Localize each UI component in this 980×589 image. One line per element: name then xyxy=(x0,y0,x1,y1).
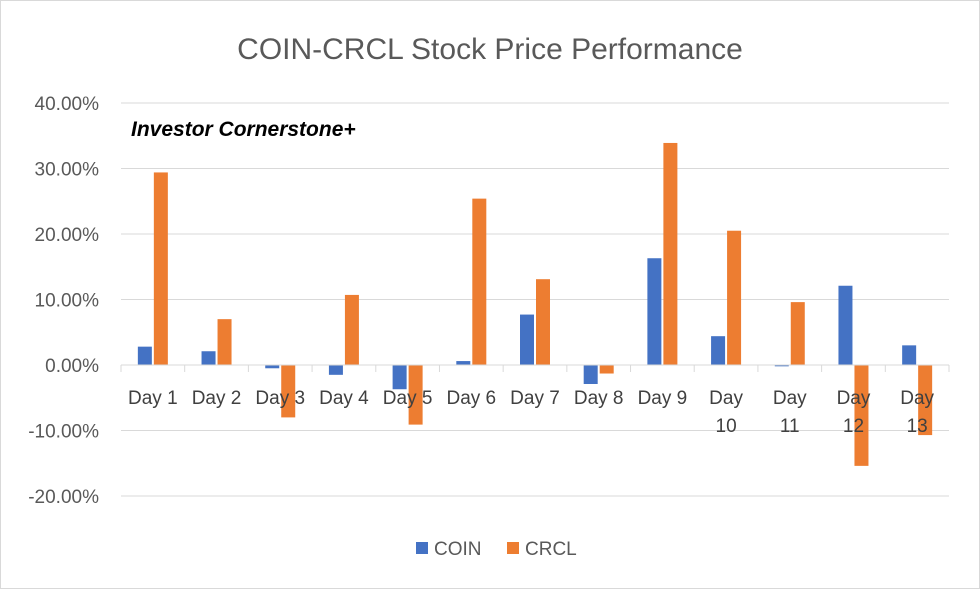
chart-title: COIN-CRCL Stock Price Performance xyxy=(237,33,743,66)
y-tick-label: 40.00% xyxy=(35,94,100,115)
bar-coin xyxy=(774,365,789,367)
y-tick-label: -10.00% xyxy=(28,422,99,443)
x-tick-label: Day 5 xyxy=(383,388,433,409)
y-tick-label: 10.00% xyxy=(35,291,100,312)
gridlines xyxy=(121,102,949,497)
bar-coin xyxy=(456,361,471,365)
bar-crcl xyxy=(790,302,805,365)
x-tick-label: Day 10 xyxy=(709,388,743,437)
bar-coin xyxy=(137,346,152,365)
bar-crcl xyxy=(408,365,423,425)
legend-label-coin: COIN xyxy=(434,539,482,560)
bars xyxy=(137,142,933,466)
x-tick-label: Day 8 xyxy=(574,388,624,409)
legend-swatch-coin xyxy=(416,542,428,554)
x-tick-label: Day 1 xyxy=(128,388,178,409)
bar-coin xyxy=(838,285,853,365)
y-tick-label: 20.00% xyxy=(35,225,100,246)
legend-swatch-crcl xyxy=(507,542,519,554)
bar-crcl xyxy=(217,319,232,365)
x-tick-label: Day 6 xyxy=(446,388,496,409)
bar-coin xyxy=(647,258,662,365)
bar-crcl xyxy=(281,365,296,418)
x-tick-label: Day 13 xyxy=(900,388,934,437)
x-tick-label: Day 7 xyxy=(510,388,560,409)
axes xyxy=(120,364,950,372)
bar-crcl xyxy=(536,279,550,365)
bar-crcl xyxy=(854,365,869,466)
bar-crcl xyxy=(918,365,933,436)
x-tick-label: Day 4 xyxy=(319,388,369,409)
chart-annotation: Investor Cornerstone+ xyxy=(131,118,356,141)
bar-crcl xyxy=(153,172,168,365)
bar-coin xyxy=(520,314,534,365)
bar-coin xyxy=(392,365,407,390)
bar-coin xyxy=(201,351,216,365)
x-axis-categories: Day 1 Day 2 Day 3 Day 4 Day 5 Day 6 Day 7 Day 8… xyxy=(128,388,935,437)
bar-crcl xyxy=(472,198,487,365)
bar-coin xyxy=(265,365,280,369)
x-tick-label: Day 3 xyxy=(255,388,305,409)
y-axis-ticks: 40.00% 30.00% 20.00% 10.00% 0.00% -10.00% -20.… xyxy=(28,94,99,508)
x-tick-label: Day 2 xyxy=(192,388,242,409)
x-tick-label: Day 9 xyxy=(638,388,688,409)
y-tick-label: -20.00% xyxy=(28,487,99,508)
bar-crcl xyxy=(599,365,614,374)
bar-coin xyxy=(902,345,917,365)
legend: COIN CRCL xyxy=(416,539,577,560)
bar-crcl xyxy=(344,294,359,365)
x-tick-label: Day 12 xyxy=(837,388,871,437)
bar-coin xyxy=(328,365,343,375)
legend-label-crcl: CRCL xyxy=(525,539,577,560)
bar-coin xyxy=(711,336,726,365)
bar-crcl xyxy=(663,142,678,365)
y-tick-label: 30.00% xyxy=(35,160,100,181)
x-tick-label: Day 11 xyxy=(773,388,807,437)
bar-crcl xyxy=(727,230,742,365)
y-tick-label: 0.00% xyxy=(45,356,99,377)
bar-coin xyxy=(583,365,598,384)
